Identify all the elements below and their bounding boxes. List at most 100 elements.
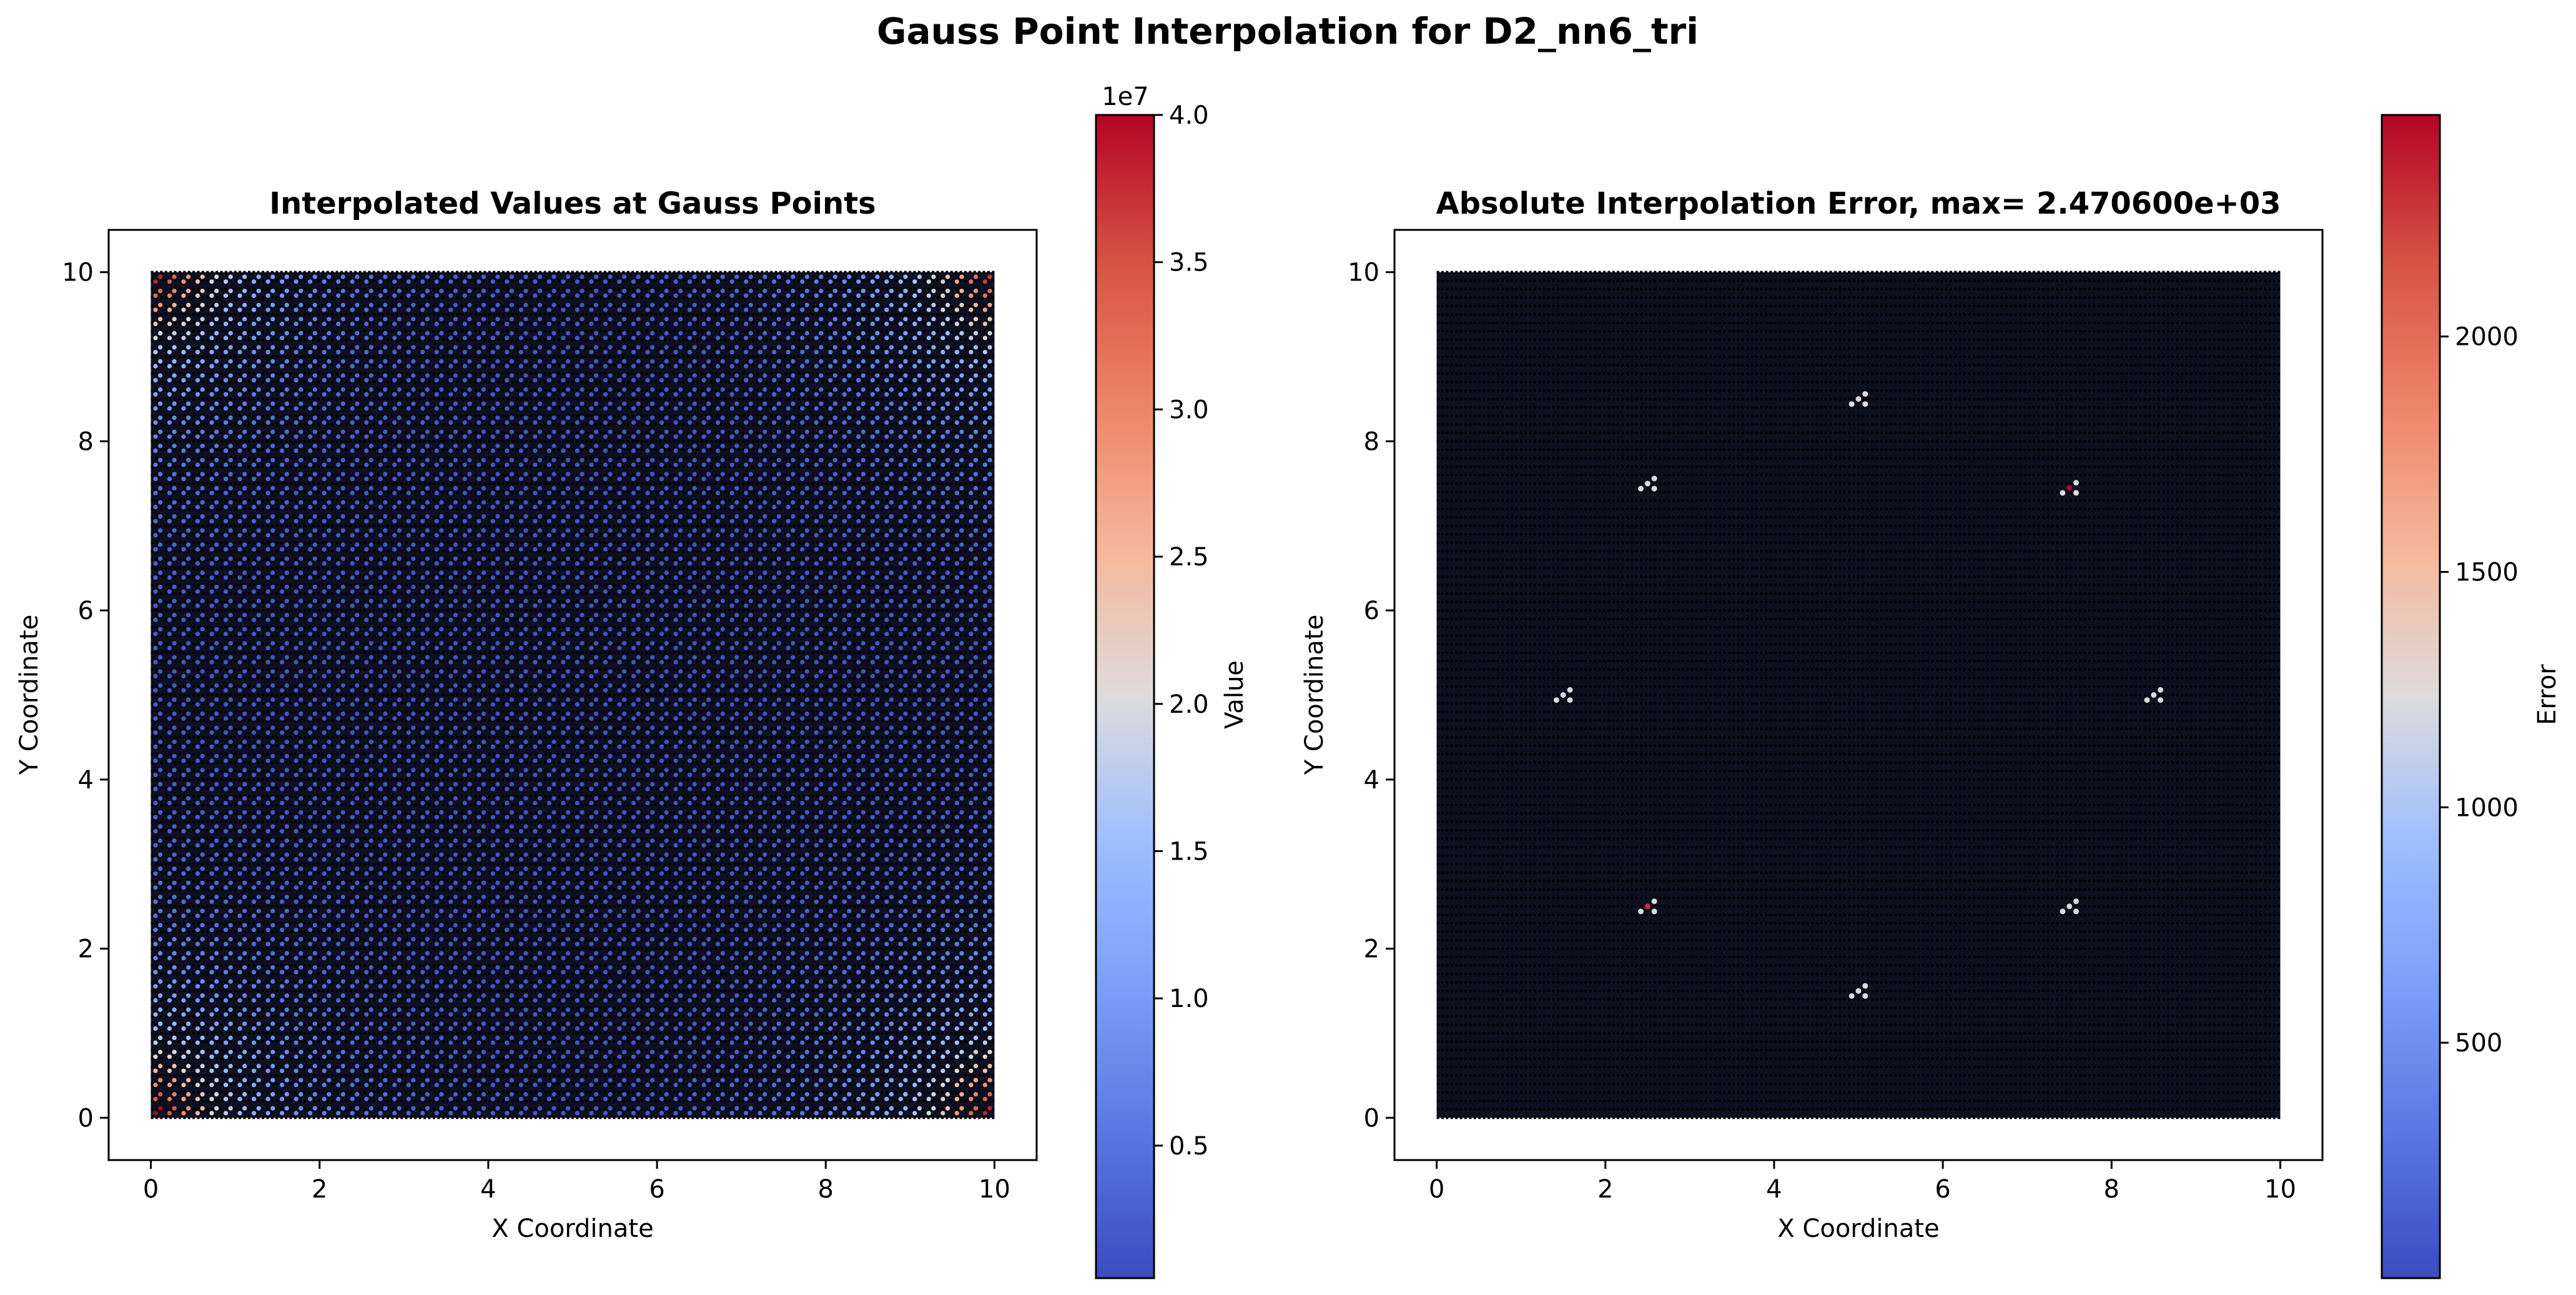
- gauss-point: [842, 645, 847, 650]
- gauss-point: [425, 570, 430, 575]
- gauss-point: [884, 885, 889, 890]
- gauss-point: [856, 1026, 861, 1031]
- gauss-point: [650, 1078, 655, 1083]
- gauss-point: [673, 815, 678, 820]
- gauss-point: [917, 697, 922, 702]
- gauss-point: [228, 612, 233, 618]
- gauss-point: [439, 1106, 444, 1111]
- gauss-point: [223, 998, 229, 1003]
- gauss-point: [706, 923, 711, 928]
- gauss-point: [687, 927, 693, 933]
- gauss-point: [987, 838, 992, 843]
- gauss-point: [355, 838, 360, 843]
- gauss-point: [546, 871, 551, 876]
- gauss-point: [622, 1063, 627, 1069]
- gauss-point: [706, 781, 711, 786]
- gauss-point: [223, 673, 229, 679]
- gauss-point: [322, 829, 327, 834]
- gauss-point: [228, 1106, 233, 1111]
- gauss-point: [959, 1078, 964, 1083]
- gauss-point: [734, 852, 739, 857]
- gauss-point: [392, 744, 397, 749]
- gauss-point: [195, 941, 200, 946]
- gauss-point: [772, 984, 777, 989]
- gauss-point: [270, 711, 275, 717]
- gauss-point: [603, 1026, 608, 1031]
- gauss-point: [495, 1106, 500, 1111]
- gauss-point: [340, 936, 345, 942]
- gauss-point: [270, 1007, 275, 1012]
- gauss-point: [903, 641, 908, 646]
- gauss-point: [987, 979, 992, 984]
- gauss-point: [364, 1111, 369, 1116]
- gauss-point: [167, 913, 172, 918]
- gauss-point: [762, 697, 767, 702]
- gauss-point: [565, 627, 571, 632]
- gauss-point: [580, 528, 585, 533]
- gauss-point: [397, 880, 402, 885]
- gauss-point: [617, 575, 622, 580]
- gauss-point: [931, 810, 936, 815]
- gauss-point: [490, 927, 495, 933]
- gauss-point: [420, 1012, 425, 1017]
- gauss-point: [814, 815, 819, 820]
- gauss-point: [608, 866, 613, 871]
- gauss-point: [518, 730, 523, 735]
- gauss-point: [659, 871, 664, 876]
- gauss-point: [153, 702, 158, 707]
- gauss-point: [481, 1035, 486, 1040]
- gauss-point: [926, 688, 931, 693]
- gauss-point: [533, 772, 538, 778]
- gauss-point: [720, 880, 725, 885]
- gauss-point: [645, 688, 650, 693]
- gauss-point: [842, 899, 847, 905]
- gauss-point: [819, 683, 824, 688]
- gauss-point: [336, 603, 341, 608]
- gauss-point: [523, 556, 528, 561]
- gauss-point: [847, 796, 852, 801]
- gauss-point: [392, 1096, 397, 1101]
- gauss-point: [622, 740, 627, 745]
- gauss-point: [819, 1007, 824, 1012]
- gauss-point: [575, 1026, 580, 1031]
- gauss-point: [392, 913, 397, 918]
- gauss-point: [312, 1106, 317, 1111]
- gauss-point: [476, 547, 481, 552]
- gauss-point: [729, 758, 734, 763]
- gauss-point: [265, 589, 270, 594]
- gauss-point: [537, 683, 543, 688]
- gauss-point: [758, 617, 762, 622]
- gauss-point: [819, 781, 824, 786]
- gauss-point: [294, 857, 299, 862]
- gauss-point: [476, 730, 481, 735]
- gauss-point: [561, 871, 566, 876]
- gauss-point: [551, 627, 556, 632]
- gauss-point: [284, 824, 289, 829]
- gauss-point: [448, 744, 453, 749]
- gauss-point: [926, 617, 931, 622]
- gauss-point: [434, 1083, 439, 1088]
- gauss-point: [368, 965, 373, 970]
- gauss-point: [762, 1092, 767, 1097]
- gauss-point: [322, 730, 327, 735]
- gauss-point: [181, 1054, 186, 1059]
- gauss-point: [622, 641, 627, 646]
- gauss-point: [734, 669, 739, 674]
- gauss-point: [518, 744, 523, 749]
- gauss-point: [762, 895, 767, 900]
- gauss-point: [392, 561, 397, 566]
- gauss-point: [294, 1054, 299, 1059]
- gauss-point: [223, 941, 229, 946]
- gauss-point: [158, 725, 163, 730]
- gauss-point: [715, 899, 721, 905]
- gauss-point: [875, 1078, 880, 1083]
- gauss-point: [537, 528, 543, 533]
- gauss-point: [945, 895, 950, 900]
- gauss-point: [659, 927, 664, 933]
- gauss-point: [987, 768, 992, 773]
- gauss-point: [776, 669, 781, 674]
- gauss-point: [214, 612, 219, 618]
- gauss-point: [551, 711, 556, 717]
- gauss-point: [594, 768, 599, 773]
- gauss-point: [776, 1021, 781, 1026]
